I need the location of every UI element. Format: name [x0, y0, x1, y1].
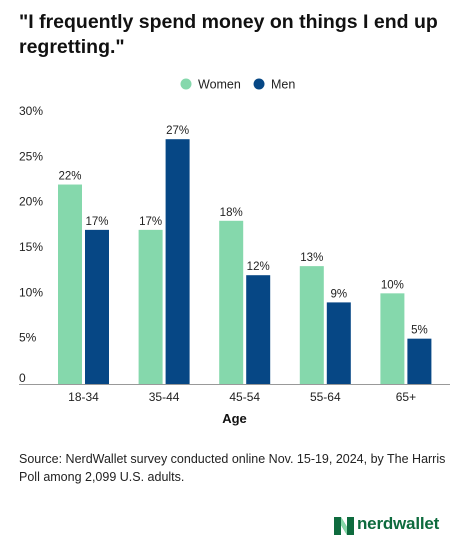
y-tick-label: 5%	[19, 331, 37, 345]
y-tick-label: 15%	[19, 240, 43, 254]
y-tick-label: 0	[19, 371, 26, 385]
bar-women-18-34	[58, 184, 82, 384]
bar-women-55-64	[299, 266, 324, 384]
legend-label-women: Women	[198, 78, 241, 92]
data-label: 17%	[139, 216, 162, 228]
data-label: 5%	[411, 325, 428, 337]
data-label: 12%	[247, 261, 270, 273]
bar-men-65+	[407, 338, 432, 384]
x-tick-label: 35-44	[149, 390, 180, 404]
x-tick-label: 18-34	[68, 390, 99, 404]
x-tick-label: 65+	[396, 390, 416, 404]
bar-women-65+	[380, 293, 405, 384]
bar-chart: 0 5% 10% 15% 20% 25% 30% Women Men 22% 17% 18-34 17%…	[19, 78, 450, 426]
bar-men-18-34	[85, 229, 109, 384]
source-note: Source: NerdWallet survey conducted onli…	[19, 452, 446, 484]
x-tick-label: 55-64	[310, 390, 341, 404]
x-tick-label: 45-54	[229, 390, 260, 404]
bar-men-45-54	[246, 275, 271, 384]
bar-women-45-54	[219, 220, 244, 384]
chart-title: "I frequently spend money on things I en…	[19, 11, 438, 58]
data-label: 13%	[300, 252, 323, 264]
y-tick-label: 20%	[19, 195, 43, 209]
data-label: 18%	[220, 207, 243, 219]
legend-swatch-men	[253, 78, 265, 90]
legend-label-men: Men	[271, 78, 295, 92]
bar-women-35-44	[138, 229, 163, 384]
data-label: 27%	[166, 125, 189, 137]
y-tick-label: 30%	[19, 104, 43, 118]
legend-swatch-women	[180, 78, 192, 90]
nerdwallet-logo-icon	[334, 517, 354, 535]
data-label: 10%	[381, 279, 404, 291]
y-tick-label: 25%	[19, 149, 43, 163]
data-label: 17%	[85, 216, 108, 228]
bar-men-55-64	[326, 302, 351, 384]
data-label: 9%	[330, 288, 347, 300]
x-axis-title: Age	[222, 411, 247, 426]
y-tick-label: 10%	[19, 285, 43, 299]
brand-name: nerdwallet	[357, 514, 440, 533]
data-label: 22%	[58, 171, 81, 183]
bar-men-35-44	[165, 139, 190, 384]
